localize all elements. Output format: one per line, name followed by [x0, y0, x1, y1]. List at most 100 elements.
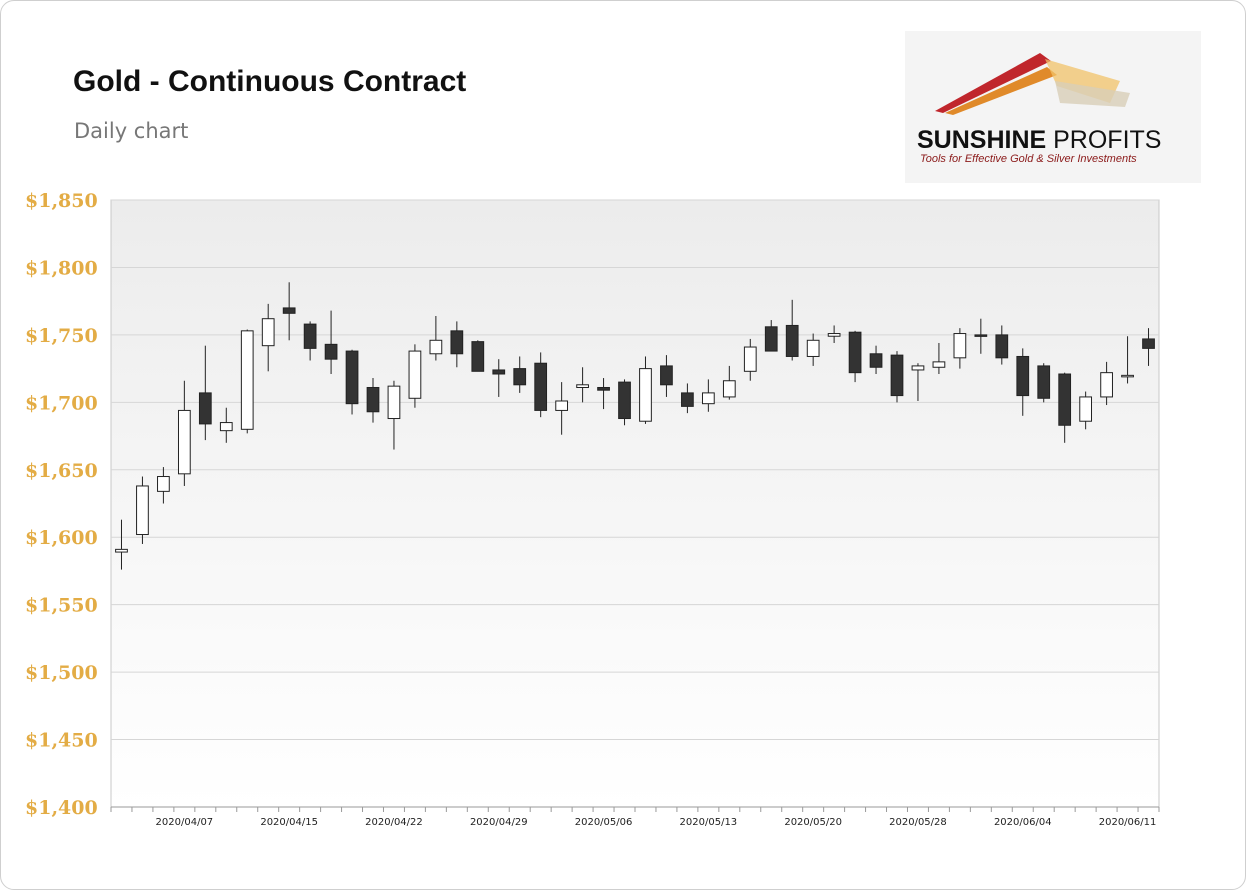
candle-body-up — [1100, 372, 1113, 398]
candle-body-down — [1058, 373, 1072, 426]
candle-body-down — [660, 365, 673, 386]
y-tick-label: $1,600 — [25, 527, 98, 549]
candle-body-up — [408, 350, 422, 399]
candle-body-down — [1037, 365, 1051, 399]
candles — [115, 282, 1155, 570]
candle-body-up — [115, 548, 128, 553]
candle — [618, 379, 631, 426]
candle-body-up — [177, 409, 191, 475]
candle-body-down — [995, 334, 1009, 359]
y-tick-label: $1,800 — [25, 257, 98, 279]
y-axis-labels: $1,400 $1,450 $1,500 $1,550 $1,600 $1,650 $1,7… — [25, 190, 98, 819]
candle — [1121, 336, 1134, 384]
candle-body-up — [261, 318, 275, 347]
candle-body-up — [827, 333, 841, 337]
candle — [848, 330, 862, 383]
candle-body-down — [890, 354, 904, 397]
candle — [681, 383, 694, 414]
candle — [1016, 348, 1030, 416]
candle — [701, 379, 715, 412]
candle — [136, 476, 149, 544]
candle — [1037, 363, 1051, 403]
candle-body-down — [303, 323, 317, 349]
candle-body-up — [701, 392, 715, 405]
logo-swoosh-orange — [945, 67, 1057, 115]
candle-body-up — [219, 422, 233, 432]
chart-subtitle: Daily chart — [74, 119, 189, 143]
candle-body-down — [869, 353, 883, 368]
candle-body-up — [953, 333, 967, 359]
x-tick-label: 2020/04/29 — [470, 817, 528, 828]
candle — [995, 325, 1009, 365]
candle-body-down — [974, 334, 988, 337]
y-tick-label: $1,500 — [25, 662, 98, 684]
candle — [806, 333, 820, 366]
candle-body-up — [1079, 396, 1093, 422]
plot-area — [110, 199, 1160, 808]
candle — [240, 329, 254, 434]
candle-body-up — [1121, 374, 1134, 378]
candle — [282, 282, 296, 341]
candle — [492, 359, 506, 397]
candle-body-up — [157, 476, 170, 492]
y-tick-label: $1,700 — [25, 392, 98, 414]
candle — [408, 344, 422, 408]
candle-body-down — [513, 368, 527, 386]
candle-body-up — [576, 384, 589, 388]
candle-body-down — [785, 324, 799, 357]
candle — [576, 367, 589, 403]
candle — [722, 365, 736, 400]
candle — [303, 321, 317, 361]
candle — [345, 349, 359, 415]
candle — [219, 407, 233, 443]
candle — [869, 345, 883, 375]
candle-body-down — [345, 350, 359, 405]
candle — [1100, 361, 1113, 406]
candle — [387, 380, 401, 450]
candle-body-up — [932, 361, 946, 368]
candle — [261, 303, 275, 372]
candle — [953, 328, 967, 369]
candle-body-down — [471, 341, 485, 372]
x-tick-label: 2020/05/13 — [680, 817, 738, 828]
candle — [324, 310, 338, 375]
y-tick-label: $1,850 — [25, 190, 98, 212]
candle — [513, 356, 527, 393]
candle-body-up — [555, 400, 569, 411]
candle — [471, 340, 485, 372]
candle — [157, 467, 170, 504]
candle — [743, 338, 757, 381]
x-tick-label: 2020/05/28 — [889, 817, 947, 828]
candle — [115, 519, 128, 570]
candle — [534, 352, 548, 418]
candle — [366, 378, 380, 423]
candle-body-down — [597, 386, 610, 391]
candle — [639, 356, 652, 424]
candle-body-down — [492, 369, 506, 375]
x-tick-label: 2020/05/20 — [784, 817, 842, 828]
y-tick-label: $1,550 — [25, 595, 98, 617]
candle — [827, 325, 841, 343]
candle — [450, 321, 464, 368]
candle — [785, 299, 799, 361]
y-tick-label: $1,400 — [25, 797, 98, 819]
candle-body-down — [848, 331, 862, 374]
candle-body-up — [722, 380, 736, 398]
candle — [429, 316, 443, 361]
logo-swoosh-red — [935, 53, 1051, 113]
candle — [555, 382, 569, 435]
x-tick-label: 2020/04/22 — [365, 817, 423, 828]
y-tick-label: $1,450 — [25, 730, 98, 752]
candle-body-down — [282, 307, 296, 314]
candle — [974, 318, 988, 354]
candle — [764, 320, 778, 352]
x-tick-label: 2020/05/06 — [575, 817, 633, 828]
candle — [597, 378, 610, 410]
x-tick-label: 2020/04/15 — [260, 817, 318, 828]
candle-body-down — [618, 381, 631, 420]
logo-tagline: Tools for Effective Gold & Silver Invest… — [920, 153, 1137, 165]
candle-body-up — [136, 485, 149, 536]
candle-body-up — [240, 330, 254, 430]
